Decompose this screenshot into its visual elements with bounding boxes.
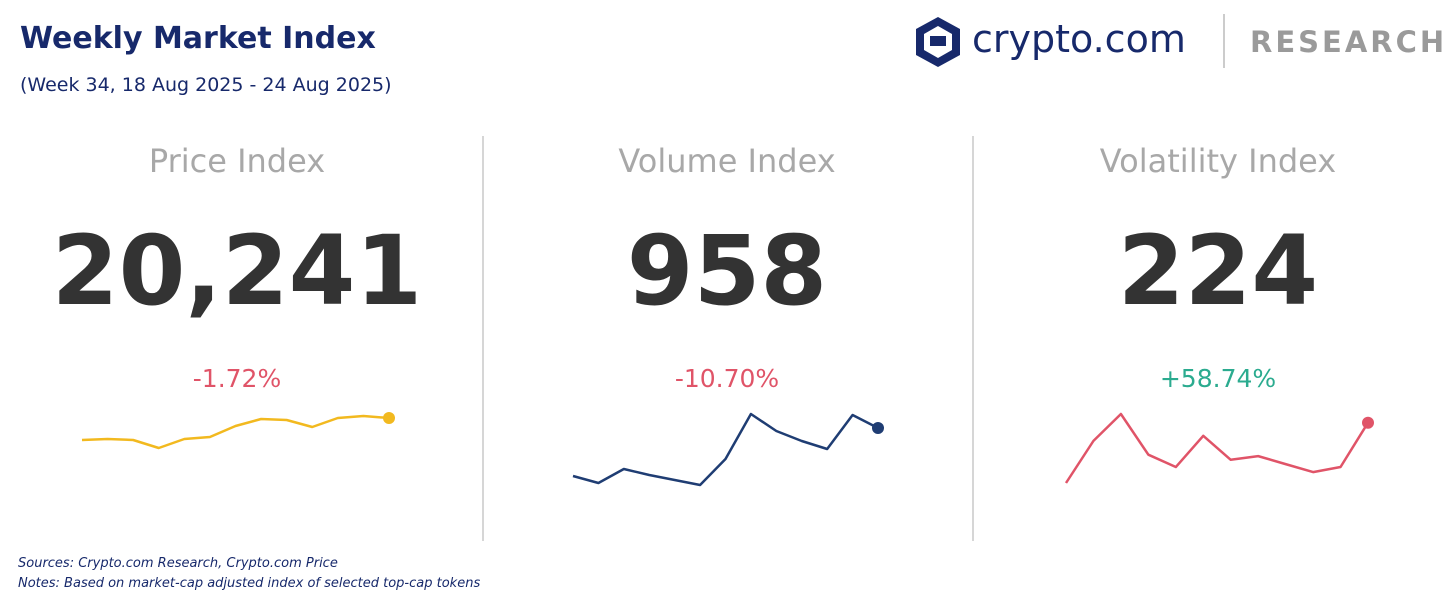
sparkline [1064,412,1370,484]
panel-change: -1.72% [193,364,281,393]
section: RESEARCH [1250,25,1447,59]
sparkline [81,414,390,450]
logo-icon-mark [930,36,946,46]
sources: Sources: Crypto.com Research, Crypto.com… [18,556,338,571]
panel-value: 224 [1118,215,1318,327]
panel-change: -10.70% [675,364,779,393]
brand: crypto.com [972,17,1186,61]
logo: crypto.com RESEARCH [916,14,1447,68]
subtitle: (Week 34, 18 Aug 2025 - 24 Aug 2025) [20,74,392,96]
panel-change: +58.74% [1160,364,1276,393]
end-point [872,422,884,434]
end-point [383,412,395,424]
panel-title: Volume Index [618,142,835,180]
notes: Notes: Based on market-cap adjusted inde… [18,576,480,591]
panel-title: Price Index [149,142,325,180]
panel-title: Volatility Index [1100,142,1336,180]
panel-value: 20,241 [52,215,422,327]
title: Weekly Market Index [20,21,376,56]
sparkline [572,412,879,487]
end-point [1362,416,1374,429]
panel-value: 958 [627,215,827,327]
